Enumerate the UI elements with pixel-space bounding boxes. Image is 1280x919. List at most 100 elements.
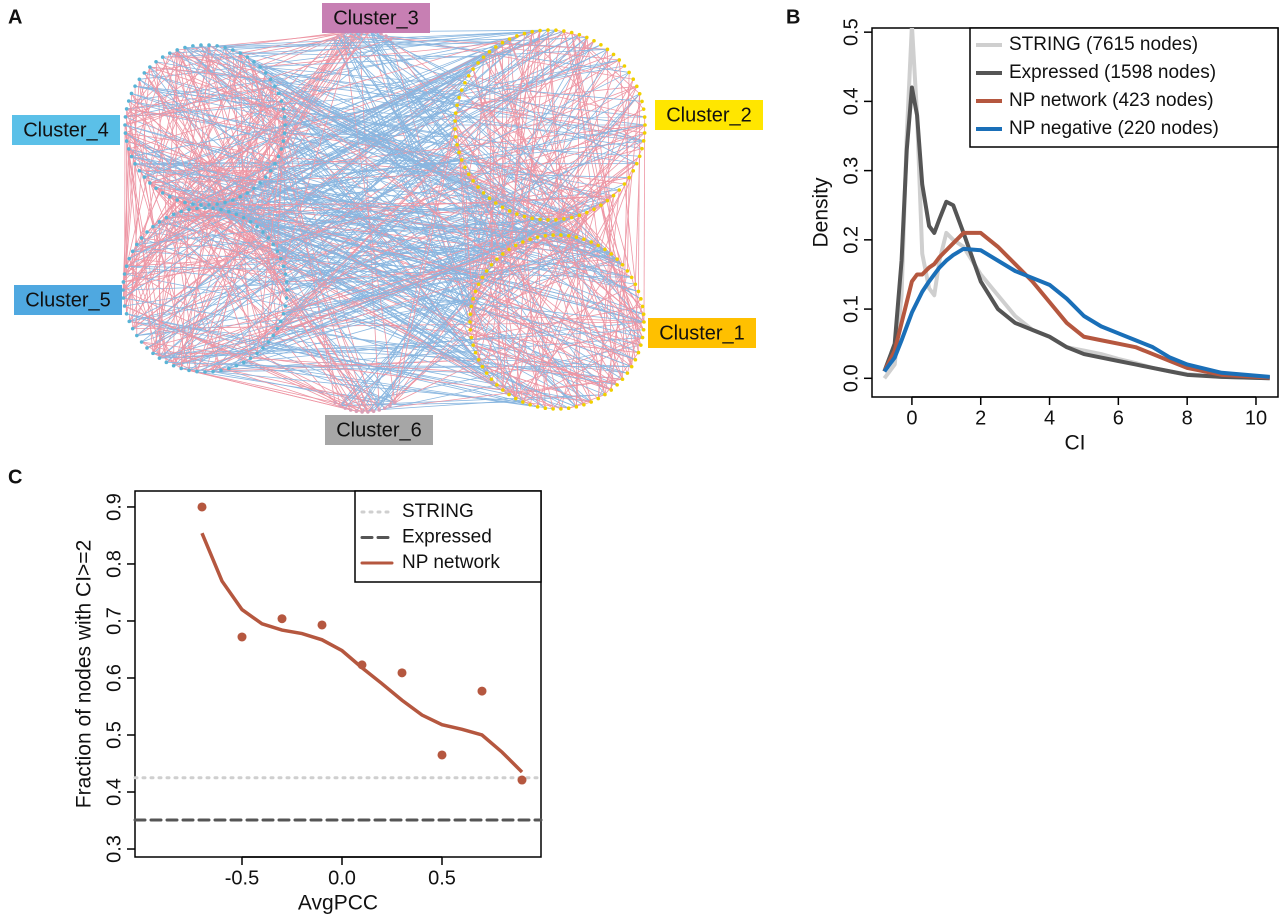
edge [260, 48, 608, 68]
x-tick-label: 6 [1113, 407, 1124, 429]
node [493, 45, 498, 49]
node [642, 115, 647, 119]
node [135, 242, 139, 247]
node [480, 275, 485, 280]
edge [240, 52, 643, 338]
edge [173, 33, 344, 366]
node [199, 43, 203, 47]
edge [575, 101, 643, 238]
node [275, 326, 280, 331]
edge [124, 236, 538, 307]
edge [604, 270, 628, 395]
y-axis-label: Density [810, 177, 833, 248]
x-tick-label: 8 [1182, 407, 1193, 429]
edge [509, 38, 580, 216]
edge [604, 352, 639, 395]
edge [262, 51, 490, 233]
cluster-label: Cluster_2 [666, 104, 752, 126]
x-axis-label: AvgPCC [298, 892, 378, 915]
edge [173, 328, 278, 367]
node [268, 77, 273, 82]
node [515, 212, 519, 216]
edge [283, 217, 533, 315]
edge [208, 44, 525, 217]
node [154, 186, 158, 191]
node [481, 191, 486, 195]
edge [125, 31, 349, 134]
edge [188, 370, 357, 412]
node [546, 218, 550, 222]
node [281, 139, 286, 143]
edge [597, 189, 620, 399]
edge [149, 44, 210, 184]
edge [274, 85, 632, 367]
edge [196, 371, 395, 403]
node [507, 209, 512, 213]
node [457, 95, 461, 100]
node [625, 371, 630, 375]
node [227, 366, 231, 371]
edge [486, 270, 585, 405]
edge [455, 136, 549, 221]
edge [129, 208, 214, 259]
node [605, 198, 610, 203]
edge [126, 313, 510, 395]
node [167, 51, 172, 55]
edge [126, 49, 178, 267]
node [282, 131, 287, 135]
edge [340, 401, 523, 407]
y-axis-label: Fraction of nodes with CI>=2 [73, 540, 96, 808]
edge [260, 159, 462, 184]
edge [124, 273, 628, 374]
node [142, 71, 147, 75]
node [530, 216, 534, 221]
node [513, 243, 518, 248]
node [622, 64, 627, 68]
edge [128, 148, 639, 292]
node [276, 91, 281, 96]
y-tick-label: 0.5 [840, 18, 862, 46]
node [637, 154, 642, 159]
node [211, 369, 215, 374]
edge [283, 248, 606, 315]
node [625, 269, 630, 273]
node [562, 217, 566, 221]
edge [149, 66, 646, 126]
edge [277, 217, 572, 330]
edge [131, 156, 503, 255]
node [484, 269, 489, 273]
edge [280, 29, 557, 259]
node [384, 34, 388, 38]
node [241, 215, 246, 220]
edge [469, 210, 510, 315]
node [219, 207, 223, 212]
node [596, 243, 601, 248]
edge [522, 258, 618, 403]
node [135, 333, 139, 338]
edge [122, 108, 284, 291]
node [507, 37, 512, 41]
node [354, 409, 359, 414]
edge [555, 79, 634, 221]
node [631, 168, 636, 173]
node [559, 233, 563, 237]
node [164, 215, 169, 220]
edge [180, 209, 190, 369]
edge [472, 31, 533, 299]
node [129, 154, 134, 159]
y-tick-label: 0.6 [103, 664, 125, 692]
edge [173, 29, 549, 367]
node [535, 235, 540, 239]
edge [568, 189, 620, 237]
node [283, 272, 288, 276]
edge [610, 93, 641, 391]
edge [247, 29, 549, 58]
y-tick-label: 0.0 [840, 364, 862, 392]
node [142, 175, 147, 179]
edge [515, 270, 628, 399]
node [278, 319, 283, 324]
edge [124, 38, 391, 126]
edge [128, 29, 366, 322]
node [139, 340, 144, 344]
node [195, 369, 199, 374]
